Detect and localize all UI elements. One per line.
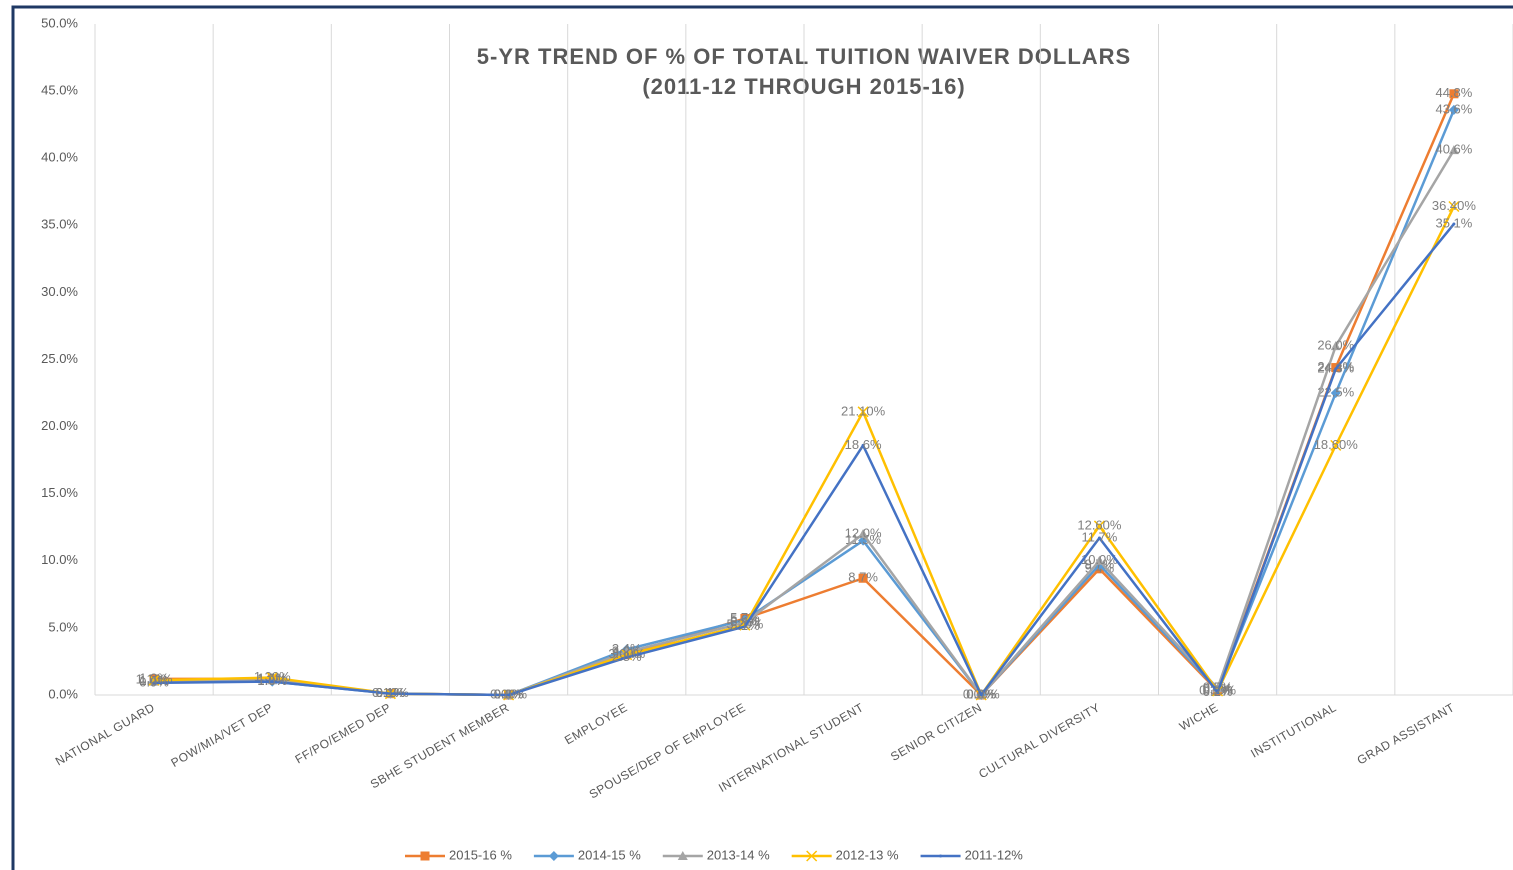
data-label: 0.0%	[966, 686, 996, 701]
y-tick-label: 25.0%	[41, 351, 78, 366]
legend-item: 2015-16 %	[405, 847, 512, 862]
legend-label: 2013-14 %	[707, 847, 770, 862]
data-label: 0.9%	[139, 674, 169, 689]
data-point	[861, 443, 865, 447]
data-point	[1093, 520, 1105, 532]
data-label: 3.00%	[608, 646, 645, 661]
legend-label: 2015-16 %	[449, 847, 512, 862]
data-label: 18.6%	[845, 437, 882, 452]
y-tick-label: 30.0%	[41, 284, 78, 299]
legend-item: 2014-15 %	[533, 847, 641, 862]
data-point	[1449, 89, 1459, 99]
data-point	[1334, 367, 1338, 371]
data-point	[858, 573, 868, 583]
legend-marker	[677, 851, 688, 860]
legend-item: 2011-12%	[920, 847, 1024, 862]
data-label: 18.60%	[1314, 437, 1359, 452]
data-point	[1330, 439, 1342, 451]
y-tick-label: 40.0%	[41, 150, 78, 165]
data-label: 1.0%	[257, 673, 287, 688]
data-label: 11.7%	[1081, 529, 1117, 544]
data-point	[1094, 555, 1105, 565]
data-point	[1452, 222, 1456, 226]
data-label: 0.1%	[376, 685, 406, 700]
data-label: 44.8%	[1435, 85, 1472, 100]
y-tick-label: 0.0%	[48, 686, 78, 701]
data-point	[388, 692, 392, 696]
y-tick-label: 15.0%	[41, 485, 78, 500]
data-point	[1448, 104, 1459, 115]
series-line	[154, 223, 1455, 697]
y-tick-label: 10.0%	[41, 552, 78, 567]
legend-label: 2011-12%	[965, 847, 1024, 862]
y-tick-label: 5.0%	[48, 619, 78, 634]
legend-label: 2014-15 %	[578, 847, 641, 862]
legend-marker	[420, 851, 430, 861]
data-label: 2.8%	[612, 649, 642, 664]
data-label: 10.0%	[1081, 552, 1118, 567]
data-label: 0.2%	[1203, 684, 1233, 699]
data-label: 12.60%	[1077, 517, 1122, 532]
data-label: 12.0%	[845, 525, 882, 540]
data-label: 11.5%	[845, 532, 881, 547]
series: 0.9% 1.0% 0.1% 0.0% 2.8% 5.1% 18.6% 0.0% 11.7% 0.…	[139, 215, 1473, 701]
legend-marker	[939, 854, 943, 858]
data-label: 35.1%	[1435, 215, 1472, 230]
y-tick-label: 50.0%	[41, 15, 78, 30]
data-point	[507, 693, 511, 697]
frame	[11, 5, 1513, 870]
data-point	[625, 655, 629, 659]
data-point	[858, 528, 869, 538]
legend: 2015-16 % 2014-15 % 2013-14 % 2012-13 % 2011…	[405, 847, 1023, 862]
data-point	[1097, 536, 1101, 540]
data-label: 26.0%	[1317, 338, 1354, 353]
legend-marker	[548, 851, 559, 861]
data-label: 21.10%	[841, 403, 886, 418]
y-tick-label: 45.0%	[41, 83, 78, 98]
data-point	[743, 625, 747, 629]
legend-marker	[806, 850, 818, 862]
legend-item: 2013-14 %	[662, 847, 770, 862]
data-point	[1216, 690, 1220, 694]
y-tick-label: 20.0%	[41, 418, 78, 433]
data-label: 5.4%	[730, 614, 760, 629]
data-point	[152, 681, 156, 685]
data-label: 24.3%	[1317, 360, 1354, 375]
data-point	[1448, 145, 1459, 155]
legend-label: 2012-13 %	[836, 847, 899, 862]
data-point	[1330, 388, 1341, 399]
data-label: 0.0%	[494, 686, 524, 701]
data-point	[857, 406, 869, 418]
data-point	[1330, 341, 1341, 351]
data-label: 8.7%	[848, 570, 878, 585]
data-label: 1.30%	[254, 669, 291, 684]
data-point	[1448, 200, 1460, 213]
data-label: 43.6%	[1435, 101, 1472, 116]
data-label: 40.6%	[1435, 142, 1472, 157]
y-tick-label: 35.0%	[41, 217, 78, 232]
data-point	[979, 693, 983, 697]
data-label: 36.40%	[1432, 198, 1477, 213]
data-point	[270, 680, 274, 684]
legend-item: 2012-13 %	[791, 847, 899, 862]
data-label: 5.1%	[730, 618, 760, 633]
